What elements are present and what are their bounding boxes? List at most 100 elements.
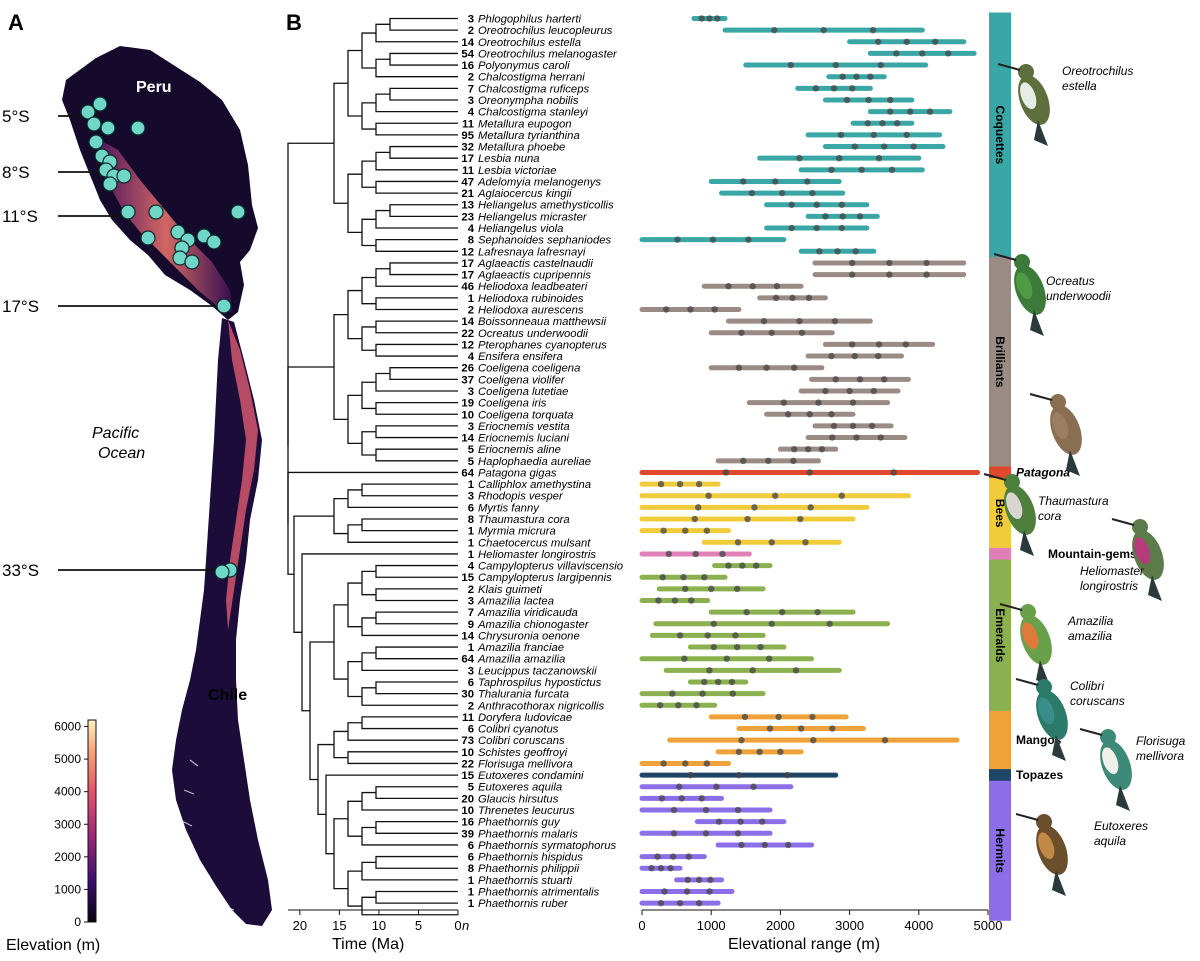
occurrence-point — [738, 736, 745, 744]
colorbar-tick-label: 4000 — [54, 785, 81, 799]
tree-branch — [347, 800, 362, 837]
species-sample-count: 6 — [468, 840, 474, 852]
occurrence-point — [735, 771, 743, 779]
occurrence-point — [725, 562, 732, 569]
tree-branch — [375, 448, 458, 462]
range-axis-ticks: 0 1000 2000 3000 4000 5000 — [638, 910, 1002, 933]
tree-branch — [361, 716, 458, 730]
ocean-label: Pacific — [92, 425, 139, 442]
species-sample-count: 73 — [461, 735, 474, 747]
occurrence-point — [919, 50, 926, 57]
occurrence-point — [784, 841, 792, 849]
species-sample-count: 5 — [468, 456, 474, 468]
occurrence-point — [732, 632, 739, 639]
species-sample-count: 5 — [468, 444, 474, 456]
occurrence-point — [738, 841, 745, 849]
tree-branch — [347, 751, 458, 765]
occurrence-point — [669, 853, 677, 860]
bird-caption: aquila — [1094, 834, 1126, 848]
occurrence-point — [684, 876, 692, 884]
tree-branch — [347, 173, 362, 234]
tree-branch — [375, 151, 458, 171]
occurrence-point — [737, 818, 744, 825]
species-sample-count: 11 — [462, 712, 474, 724]
tree-branch — [347, 722, 458, 741]
species-sample-count: 15 — [461, 770, 474, 782]
occurrence-point — [893, 50, 900, 57]
species-name: Lesbia victoriae — [478, 165, 557, 177]
occurrence-point — [848, 341, 856, 348]
occurrence-point — [654, 853, 661, 860]
tree-branch — [375, 93, 458, 113]
tree-branch — [347, 489, 458, 509]
occurrence-point — [797, 515, 804, 523]
colorbar-tick-label: 2000 — [54, 850, 81, 864]
species-sample-count: 16 — [461, 60, 474, 72]
species-sample-count: 3 — [468, 95, 474, 107]
species-name: Klais guimeti — [478, 584, 543, 596]
occurrence-point — [830, 422, 838, 430]
occurrence-point — [665, 550, 673, 558]
occurrence-point — [834, 248, 841, 255]
occurrence-point — [787, 61, 794, 69]
bird-caption: Thaumastura — [1038, 494, 1109, 508]
tree-branch — [347, 49, 362, 117]
occurrence-point — [703, 527, 711, 534]
species-sample-count: 1 — [468, 875, 474, 887]
occurrence-point — [693, 702, 700, 709]
bird-caption: Eutoxeres — [1094, 819, 1148, 833]
occurrence-point — [906, 108, 914, 115]
occurrence-point — [888, 166, 896, 174]
time-tick-label: 0 — [454, 918, 461, 933]
tree-branch — [361, 276, 376, 305]
occurrence-point — [838, 492, 846, 499]
bird-caption: amazilia — [1068, 629, 1112, 643]
occurrence-point — [695, 504, 702, 511]
occurrence-point — [851, 143, 858, 150]
species-name: Glaucis hirsutus — [478, 793, 559, 805]
latitude-label: 5°S — [2, 107, 30, 126]
species-sample-count: 8 — [468, 235, 474, 247]
country-label-peru: Peru — [136, 79, 172, 96]
occurrence-point — [910, 143, 917, 150]
tree-branch — [287, 142, 334, 446]
occurrence-point — [877, 61, 884, 69]
species-sample-count: 10 — [461, 409, 474, 421]
species-name: Schistes geoffroyi — [478, 747, 568, 759]
tree-branch — [375, 890, 458, 904]
clade-label: Bees — [993, 499, 1007, 528]
species-sample-count: 11 — [462, 118, 474, 130]
species-name: Haplophaedia aureliae — [478, 456, 591, 468]
species-sample-count: 37 — [461, 374, 474, 386]
occurrence-point — [775, 713, 782, 721]
occurrence-point — [759, 818, 766, 825]
species-sample-count: 17 — [461, 270, 474, 282]
occurrence-point — [661, 888, 668, 895]
species-name: Patagona gigas — [478, 467, 557, 479]
occurrence-point — [856, 213, 864, 220]
tree-branch — [333, 313, 348, 421]
clade-label: Coquettes — [993, 106, 1007, 165]
species-sample-count: 13 — [461, 200, 474, 212]
species-name: Heliomaster longirostris — [478, 549, 596, 561]
occurrence-point — [713, 783, 720, 790]
species-sample-count: 4 — [468, 351, 475, 363]
occurrence-point — [815, 399, 822, 406]
occurrence-point — [687, 306, 694, 313]
tree-branch — [389, 367, 458, 380]
occurrence-point — [832, 61, 839, 69]
occurrence-point — [843, 96, 851, 104]
clade-label: Emeralds — [993, 608, 1007, 662]
tree-branch — [361, 570, 376, 596]
occurrence-point — [667, 865, 674, 872]
species-sample-count: 32 — [461, 142, 474, 154]
species-name: Chrysuronia oenone — [478, 630, 580, 642]
tree-branch — [333, 604, 348, 680]
occurrence-point — [810, 736, 817, 744]
occurrence-point — [676, 899, 684, 907]
species-sample-count: 1 — [468, 549, 474, 561]
species-name: Coeligena torquata — [478, 409, 573, 421]
occurrence-point — [806, 411, 814, 418]
species-sample-count: 1 — [468, 642, 474, 654]
tree-branch — [389, 52, 458, 66]
